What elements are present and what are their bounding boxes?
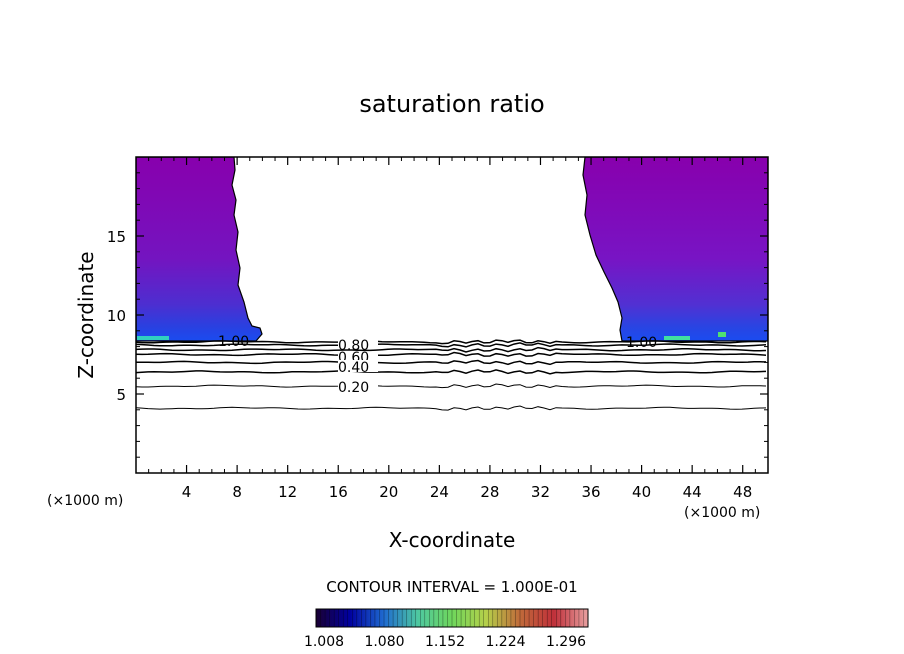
x-tick-label: 48 [733,483,752,501]
colorbar-stripes [320,609,584,627]
contour-label-020: 0.20 [338,380,369,396]
contour-line [136,351,767,357]
right-cloud-region [582,157,768,342]
x-tick-label: 24 [430,483,449,501]
colorbar-tick-label: 1.008 [304,634,344,650]
contour-label-100-left: 1.00 [218,334,249,350]
contour-line-labels: 0.80 0.60 0.40 0.20 1.00 1.00 [218,334,657,396]
y-tick-label: 15 [107,228,126,246]
y-axis-label: Z-coordinate [74,251,98,378]
colorbar-tick-label: 1.296 [546,634,586,650]
x-tick-label: 16 [329,483,348,501]
filled-contours [136,157,768,342]
contour-line [136,383,767,389]
x-tick-label: 36 [581,483,600,501]
x-axis-label: X-coordinate [389,528,516,552]
contour-label-100-right: 1.00 [626,335,657,351]
colorbar-tick-label: 1.080 [364,634,404,650]
left-cloud-region [136,157,263,342]
contour-interval-label: CONTOUR INTERVAL = 1.000E-01 [326,578,577,596]
contour-lines [136,339,767,411]
right-green-dot [718,332,726,337]
x-tick-label: 32 [531,483,550,501]
x-tick-label: 28 [480,483,499,501]
contour-line [136,342,767,348]
left-cyan-band [137,336,169,340]
contour-line [136,346,767,353]
colorbar-tick-label: 1.152 [425,634,465,650]
colorbar-ticks: 1.008 1.080 1.152 1.224 1.296 [304,634,586,650]
right-green-band [664,336,690,340]
contour-label-040: 0.40 [338,360,369,376]
x-tick-label: 4 [182,483,192,501]
chart-title: saturation ratio [359,90,544,118]
contour-line [136,369,767,375]
contour-line [136,339,767,345]
y-tick-label: 10 [107,307,126,325]
x-tick-label: 8 [232,483,242,501]
x-unit-label-right: (×1000 m) [684,505,760,521]
x-unit-label-left: (×1000 m) [47,493,123,509]
x-tick-label: 12 [278,483,297,501]
x-tick-label: 20 [379,483,398,501]
x-tick-label: 40 [632,483,651,501]
contour-line [136,359,767,366]
contour-label-080: 0.80 [338,338,369,354]
y-tick-label: 5 [116,386,126,404]
contour-line [136,405,767,411]
x-tick-label: 44 [683,483,702,501]
colorbar-tick-label: 1.224 [485,634,525,650]
